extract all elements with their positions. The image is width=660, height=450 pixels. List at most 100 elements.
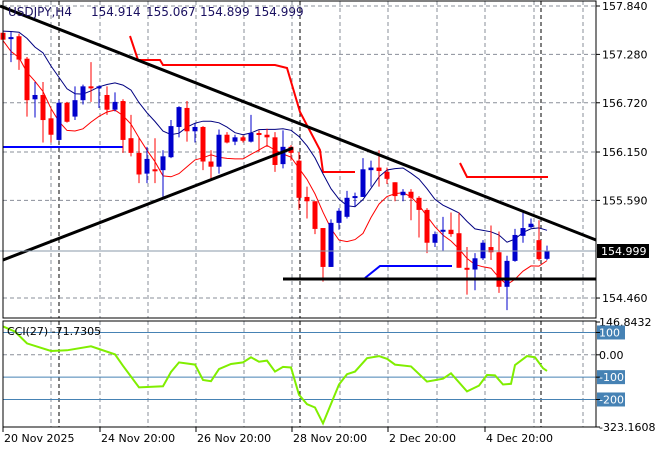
candle-body: [120, 101, 126, 140]
time-label: 28 Nov 20:00: [293, 432, 367, 445]
symbol-label: USDJPY,H4: [8, 5, 72, 19]
candle-body: [432, 234, 438, 243]
bearish-candle: [208, 150, 214, 179]
bullish-candle: [400, 189, 406, 202]
close-value: 154.999: [254, 5, 304, 19]
candle-body: [160, 156, 166, 171]
bearish-candle: [496, 231, 502, 293]
bullish-candle: [176, 106, 182, 138]
candle-body: [296, 160, 302, 198]
candle-body: [496, 252, 502, 287]
bearish-candle: [296, 152, 302, 210]
candle-body: [536, 240, 542, 260]
candle-body: [504, 260, 510, 287]
price-axis[interactable]: 157.840 157.280 156.720 156.150 155.590 154.4…: [596, 0, 648, 305]
ascending-trendline[interactable]: [2, 146, 294, 262]
candle-body: [40, 94, 46, 121]
bearish-candle: [448, 212, 454, 237]
support-step-line: [364, 265, 452, 279]
candle-body: [392, 182, 398, 197]
bullish-candle: [368, 160, 374, 187]
candle-body: [168, 126, 174, 158]
bearish-candle: [224, 132, 230, 144]
bullish-candle: [232, 134, 238, 146]
candle-body: [136, 152, 142, 175]
low-value: 154.899: [200, 5, 250, 19]
bullish-candle: [280, 130, 286, 169]
time-axis[interactable]: 20 Nov 2025 24 Nov 20:00 26 Nov 20:00 28 No…: [2, 427, 553, 445]
candle-body: [408, 191, 414, 198]
bearish-candle: [200, 126, 206, 171]
time-label: 24 Nov 20:00: [101, 432, 175, 445]
bearish-candle: [384, 167, 390, 184]
current-price-label: 154.999: [601, 245, 647, 258]
candle-body: [184, 107, 190, 132]
bullish-candle: [344, 190, 350, 219]
bullish-candle: [328, 219, 334, 267]
trendlines[interactable]: [0, 4, 597, 281]
cci-axis-label: -200: [599, 393, 624, 406]
time-label: 26 Nov 20:00: [197, 432, 271, 445]
bullish-candle: [512, 228, 518, 262]
candle-body: [224, 134, 230, 143]
bullish-candle: [336, 208, 342, 230]
price-label: 157.280: [602, 48, 648, 61]
candle-body: [128, 138, 134, 153]
bearish-candle: [128, 114, 134, 157]
bullish-candle: [432, 231, 438, 248]
descending-trendline[interactable]: [0, 4, 597, 242]
bearish-candle: [312, 201, 318, 235]
bullish-candle: [528, 218, 534, 229]
bullish-candle: [56, 100, 62, 141]
bearish-candle: [392, 182, 398, 202]
candle-body: [528, 223, 534, 228]
candle-body: [424, 209, 430, 243]
candle-body: [16, 36, 22, 60]
candle-body: [112, 101, 118, 110]
candle-body: [64, 102, 70, 122]
candle-body: [216, 134, 222, 167]
candle-body: [256, 133, 262, 136]
bearish-candle: [152, 138, 158, 184]
bullish-candle: [504, 255, 510, 311]
cci-axis-label: -100: [599, 371, 624, 384]
candle-body: [240, 137, 246, 141]
candle-body: [280, 146, 286, 165]
candle-body: [144, 158, 150, 174]
candle-body: [152, 169, 158, 172]
cci-axis-label: 0.00: [599, 349, 624, 362]
candle-body: [24, 58, 30, 101]
bearish-candle: [240, 135, 246, 143]
bearish-candle: [320, 228, 326, 282]
bullish-candle: [96, 85, 102, 108]
time-label: 4 Dec 20:00: [486, 432, 553, 445]
cci-panel-border: [2, 320, 597, 428]
bullish-candle: [144, 146, 150, 184]
bearish-candle: [48, 109, 54, 143]
candle-body: [416, 197, 422, 210]
cci-axis-label: 100: [599, 326, 620, 339]
candle-body: [320, 228, 326, 267]
bearish-candle: [424, 208, 430, 254]
candle-body: [232, 137, 238, 142]
time-label: 2 Dec 20:00: [389, 432, 456, 445]
price-label: 154.460: [602, 292, 648, 305]
bearish-candle: [256, 130, 262, 153]
drawings: [3, 35, 548, 279]
candle-body: [48, 118, 54, 135]
bearish-candle: [88, 62, 94, 102]
candle-body: [512, 234, 518, 261]
candle-body: [368, 167, 374, 171]
candle-body: [360, 169, 366, 197]
cci-grid: [50, 321, 584, 427]
candle-body: [400, 191, 406, 196]
bullish-candle: [520, 212, 526, 243]
bearish-candle: [272, 132, 278, 172]
bullish-candle: [160, 150, 166, 197]
price-label: 155.590: [602, 194, 648, 207]
candle-body: [328, 222, 334, 267]
bullish-candle: [352, 192, 358, 207]
cci-level-box: [597, 325, 625, 340]
candle-body: [192, 126, 198, 132]
